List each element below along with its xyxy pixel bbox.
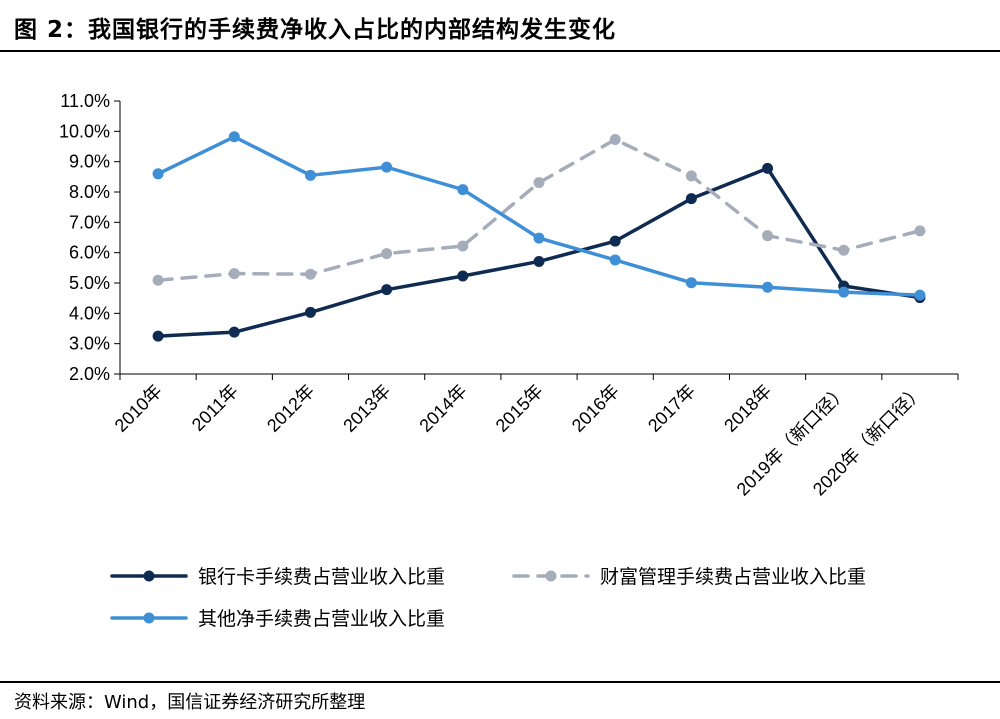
- data-point: [152, 168, 164, 180]
- legend-label: 银行卡手续费占营业收入比重: [198, 566, 445, 588]
- data-point: [914, 225, 926, 237]
- y-tick-label: 3.0%: [69, 334, 110, 354]
- y-tick-label: 10.0%: [59, 121, 110, 141]
- title-rule: [0, 50, 1000, 52]
- legend-item-1: 银行卡手续费占营业收入比重: [110, 566, 445, 588]
- data-point: [609, 134, 621, 146]
- line-chart: 2.0% 3.0% 4.0% 5.0% 6.0% 7.0% 8.0% 9.0% 10.0% 11.…: [59, 91, 959, 630]
- data-point: [304, 268, 316, 280]
- chart-axes: 2.0% 3.0% 4.0% 5.0% 6.0% 7.0% 8.0% 9.0% 10.0% 11.…: [59, 91, 959, 500]
- data-point: [838, 244, 850, 256]
- data-point: [685, 170, 697, 182]
- data-point: [381, 161, 393, 173]
- x-tick-label: 2016年: [568, 381, 623, 436]
- source-note: 资料来源：Wind，国信证券经济研究所整理: [14, 692, 366, 713]
- data-point: [533, 255, 545, 267]
- data-point: [762, 281, 774, 293]
- data-point: [457, 184, 469, 196]
- data-point: [762, 162, 774, 174]
- data-point: [914, 289, 926, 301]
- series-1: [152, 162, 926, 342]
- data-point: [228, 268, 240, 280]
- data-point: [533, 177, 545, 189]
- x-tick-label: 2012年: [263, 381, 318, 436]
- y-tick-label: 8.0%: [69, 182, 110, 202]
- y-tick-label: 4.0%: [69, 303, 110, 323]
- data-point: [152, 330, 164, 342]
- data-point: [228, 131, 240, 143]
- y-tick-label: 2.0%: [69, 364, 110, 384]
- y-tick-label: 6.0%: [69, 243, 110, 263]
- figure-title: 图 2：我国银行的手续费净收入占比的内部结构发生变化: [14, 17, 617, 43]
- y-tick-label: 7.0%: [69, 212, 110, 232]
- data-point: [381, 248, 393, 260]
- data-point: [685, 277, 697, 289]
- x-tick-label: 2013年: [339, 381, 394, 436]
- x-tick-label: 2014年: [415, 381, 470, 436]
- series-line: [156, 166, 922, 338]
- data-point: [838, 286, 850, 298]
- x-tick-label: 2017年: [644, 381, 699, 436]
- data-point: [533, 232, 545, 244]
- x-tick-label: 2015年: [492, 381, 547, 436]
- data-point: [304, 169, 316, 181]
- legend-swatch-marker: [143, 570, 155, 582]
- legend-item-2: 财富管理手续费占营业收入比重: [512, 566, 866, 588]
- y-tick-label: 5.0%: [69, 273, 110, 293]
- series-2: [152, 134, 926, 286]
- series-3: [152, 131, 926, 301]
- legend-swatch-marker: [545, 570, 557, 582]
- y-tick-label: 9.0%: [69, 152, 110, 172]
- data-point: [609, 235, 621, 247]
- series-line: [156, 135, 922, 297]
- source-rule: [0, 681, 1000, 683]
- chart-series: [152, 131, 926, 342]
- data-point: [228, 326, 240, 338]
- data-point: [457, 270, 469, 282]
- data-point: [762, 230, 774, 242]
- data-point: [381, 284, 393, 296]
- data-point: [152, 274, 164, 286]
- x-tick-label: 2011年: [188, 381, 242, 435]
- data-point: [457, 240, 469, 252]
- legend-item-3: 其他净手续费占营业收入比重: [110, 608, 445, 630]
- legend-label: 其他净手续费占营业收入比重: [198, 608, 445, 630]
- legend-swatch-marker: [143, 612, 155, 624]
- x-tick-label: 2010年: [111, 381, 166, 436]
- data-point: [685, 193, 697, 205]
- legend-label: 财富管理手续费占营业收入比重: [600, 566, 866, 588]
- x-tick-label: 2018年: [720, 381, 775, 436]
- data-point: [304, 306, 316, 318]
- data-point: [609, 254, 621, 266]
- y-tick-label: 11.0%: [60, 91, 110, 111]
